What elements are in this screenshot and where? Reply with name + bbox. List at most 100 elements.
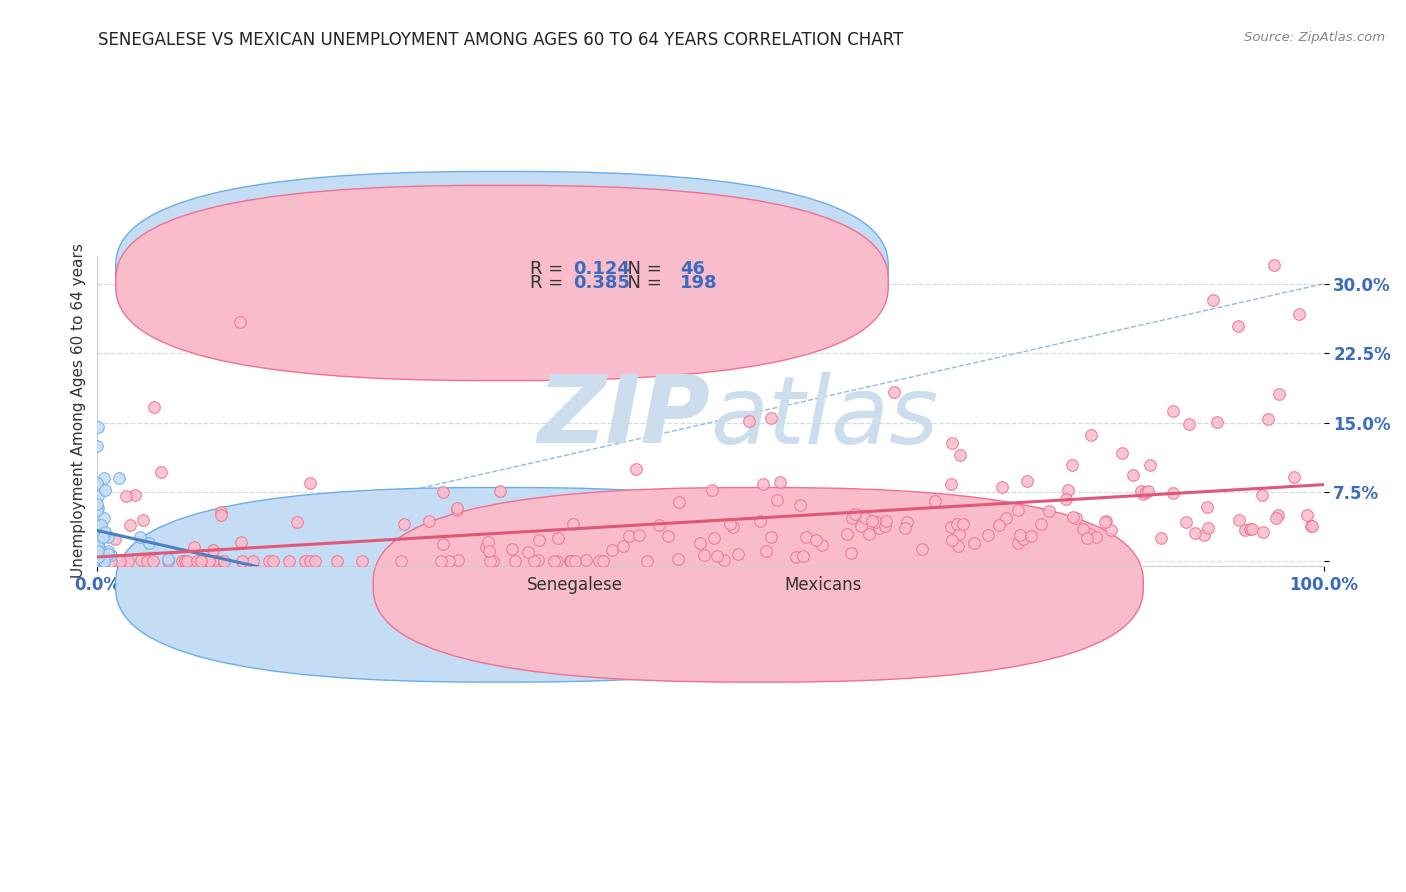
Point [298,476,321,491]
Point [482,554,505,568]
Point [149,466,172,480]
Point [86,525,108,540]
Point [389,554,412,568]
Point [392,517,415,532]
Point [692,548,714,562]
Point [1177,417,1199,431]
Point [1257,412,1279,426]
Point [183,541,205,555]
Point [991,480,1014,494]
Point [477,535,499,549]
Text: atlas: atlas [710,372,939,463]
Point [706,549,728,563]
Point [131,553,153,567]
Point [713,553,735,567]
Point [648,518,671,533]
Point [949,448,972,462]
Point [721,520,744,534]
Point [841,511,863,525]
Point [755,544,778,558]
Point [789,498,811,512]
Point [592,554,614,568]
Point [564,554,586,568]
Point [1149,531,1171,545]
Point [751,477,773,491]
Point [1268,386,1291,401]
Point [209,505,232,519]
Point [207,554,229,568]
Point [1267,508,1289,522]
Point [350,554,373,568]
Point [1136,483,1159,498]
Point [298,554,321,568]
Point [304,554,326,568]
Point [118,517,141,532]
Point [93,510,115,524]
Point [1206,415,1229,429]
Text: N =: N = [616,274,668,292]
Point [86,527,108,541]
Point [860,515,883,529]
Point [294,554,316,568]
Point [853,511,876,525]
Point [156,554,179,568]
Point [837,527,859,541]
Point [703,531,725,545]
Point [86,523,108,537]
Text: SENEGALESE VS MEXICAN UNEMPLOYMENT AMONG AGES 60 TO 64 YEARS CORRELATION CHART: SENEGALESE VS MEXICAN UNEMPLOYMENT AMONG… [98,31,904,49]
Point [612,539,634,553]
Point [1161,486,1184,500]
Point [108,554,131,568]
Point [666,552,689,566]
Point [278,554,301,568]
Text: Source: ZipAtlas.com: Source: ZipAtlas.com [1244,31,1385,45]
Point [841,546,863,560]
Point [924,493,946,508]
Point [100,548,122,562]
Point [1132,487,1154,501]
Point [785,550,807,565]
Point [523,554,546,568]
Point [87,531,110,545]
Point [946,517,969,532]
Point [1062,458,1084,472]
Point [738,414,761,428]
Point [262,554,284,568]
Point [1062,509,1084,524]
FancyBboxPatch shape [115,186,889,381]
Point [1078,526,1101,541]
Point [962,536,984,550]
Point [89,542,111,557]
Point [1184,526,1206,541]
Point [558,554,581,568]
Point [883,384,905,399]
Point [87,534,110,549]
Text: 0.385: 0.385 [574,274,630,292]
Point [86,503,108,517]
Point [1130,483,1153,498]
Point [100,554,122,568]
Point [86,538,108,552]
Point [209,508,232,522]
Point [948,526,970,541]
Point [93,471,115,485]
Point [689,536,711,550]
Point [1234,523,1257,537]
Point [86,547,108,561]
Point [87,530,110,544]
Point [1007,503,1029,517]
Point [1251,524,1274,539]
Point [87,549,110,564]
Point [115,489,138,503]
Point [941,533,963,547]
Point [858,526,880,541]
Point [124,488,146,502]
Point [242,554,264,568]
Point [1227,513,1250,527]
Point [1202,293,1225,307]
Point [87,501,110,516]
Point [1239,522,1261,536]
Point [86,554,108,568]
Point [1019,529,1042,543]
Point [478,544,501,558]
